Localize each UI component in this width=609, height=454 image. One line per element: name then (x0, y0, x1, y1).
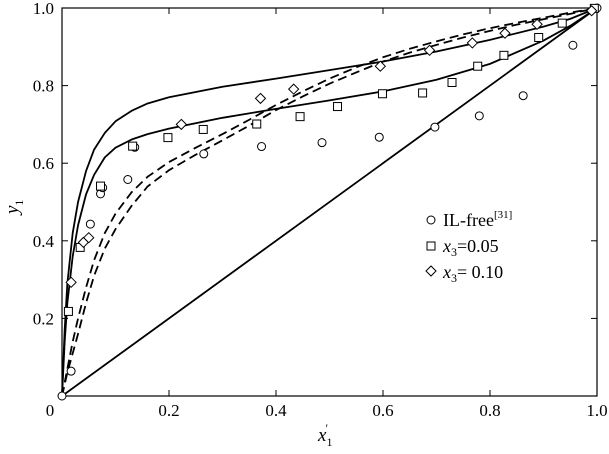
legend-label-x3-010: x3= 0.10 (442, 262, 503, 285)
circle-data-point (66, 366, 76, 376)
square-data-point (557, 18, 567, 28)
diamond-data-point (83, 231, 95, 244)
legend: IL-free[31] x3=0.05 x3= 0.10 (425, 209, 512, 285)
legend-marker-circle (426, 215, 436, 225)
dashed-model-curve (61, 7, 598, 397)
diamond-data-point (175, 118, 188, 131)
y-axis-title-sub: 1 (12, 200, 26, 206)
x-tick-label: 0.2 (158, 401, 179, 420)
circle-data-point (57, 391, 67, 401)
circle-data-point (317, 138, 327, 148)
circle-data-point (430, 122, 440, 132)
square-data-point (333, 102, 343, 112)
square-data-point (198, 124, 208, 134)
square-data-point (163, 133, 173, 143)
y-axis-title: y1 (2, 200, 26, 216)
square-data-point (96, 181, 106, 191)
square-data-point (447, 77, 457, 87)
diamond-data-point (466, 37, 479, 49)
diamond-data-point (531, 18, 543, 31)
origin-label: 0 (46, 401, 55, 420)
circle-data-point (199, 149, 209, 159)
circle-data-point (257, 142, 267, 152)
y-axis-title-main: y (2, 205, 23, 216)
square-data-point (418, 88, 428, 98)
x-tick-label: 0.6 (372, 401, 393, 420)
x-tick-label: 1.0 (586, 401, 607, 420)
square-data-point (499, 50, 509, 60)
circle-data-point (474, 111, 484, 121)
x-axis-title: x1′ (317, 421, 332, 449)
x-axis-title-sub: 1 (326, 435, 332, 449)
diamond-data-point (374, 60, 387, 72)
solid-model-curve (61, 7, 598, 397)
solid-model-curve (61, 7, 598, 397)
diamond-data-point (585, 5, 598, 17)
y-tick-label: 0.2 (33, 309, 54, 328)
circle-data-point (85, 219, 95, 229)
circle-data-point (123, 174, 133, 184)
circle-data-point (518, 91, 528, 101)
legend-marker-diamond (425, 265, 437, 277)
square-data-point (534, 32, 544, 42)
x-axis-title-main: x (317, 425, 327, 446)
plot-frame (61, 7, 598, 397)
square-data-point (128, 141, 138, 151)
model-curves (61, 7, 598, 397)
square-data-point (63, 306, 73, 316)
y-tick-label: 0.6 (33, 154, 54, 173)
diamond-data-point (65, 276, 77, 289)
y-tick-label: 1.0 (33, 0, 54, 18)
x-tick-label: 0.4 (265, 401, 287, 420)
square-data-point (473, 61, 483, 71)
x-axis-title-sup: ′ (325, 421, 328, 435)
diamond-data-point (287, 83, 300, 95)
square-data-point (252, 119, 262, 129)
data-markers (57, 3, 602, 401)
y-tick-label: 0.4 (33, 232, 55, 251)
circle-data-point (568, 40, 578, 50)
diamond-data-point (499, 27, 511, 39)
y-tick-label: 0.8 (33, 77, 54, 96)
circle-data-point (374, 132, 384, 142)
axis-ticks: 0.2 0.4 0.6 0.8 1.0 0.2 0.4 0.6 0.8 1.0 (33, 0, 608, 420)
square-data-point (377, 89, 387, 99)
diamond-data-point (254, 92, 267, 105)
x-tick-label: 0.8 (479, 401, 500, 420)
legend-marker-square (426, 241, 436, 251)
dashed-model-curve (61, 7, 598, 397)
diamond-data-point (423, 44, 436, 56)
legend-label-il-free: IL-free[31] (443, 209, 512, 230)
legend-label-x3-005: x3=0.05 (442, 236, 499, 259)
square-data-point (295, 112, 305, 122)
